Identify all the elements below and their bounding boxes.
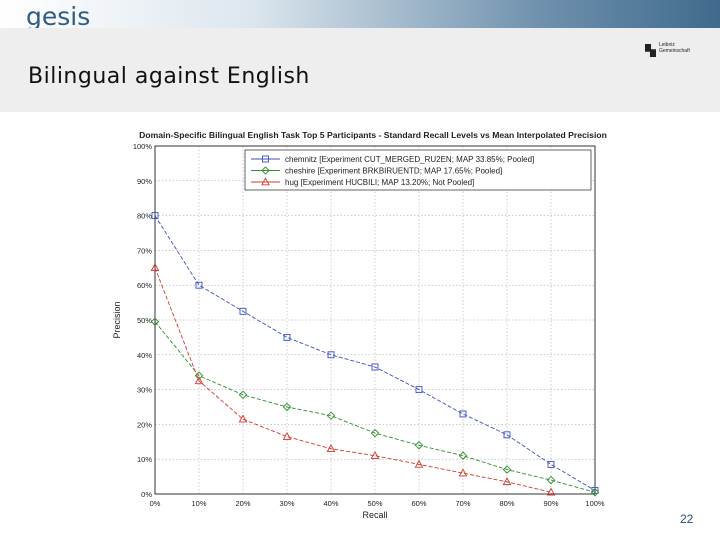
data-point-cheshire xyxy=(546,475,556,485)
x-tick-label: 40% xyxy=(323,499,338,508)
data-point-chemnitz xyxy=(151,212,159,220)
y-tick-label: 30% xyxy=(137,386,152,395)
series-line-chemnitz xyxy=(154,215,596,491)
series-line-hug xyxy=(154,267,552,493)
data-point-hug xyxy=(546,487,556,496)
leibniz-logo-text: Leibniz Gemeinschaft xyxy=(659,42,690,54)
data-point-chemnitz xyxy=(503,431,511,439)
slide-title: Bilingual against English xyxy=(28,64,310,89)
data-point-cheshire xyxy=(458,451,468,460)
data-point-chemnitz xyxy=(327,351,335,359)
series-line-cheshire xyxy=(154,321,596,493)
x-axis-label: Recall xyxy=(362,510,387,520)
legend-marker-chemnitz xyxy=(262,155,269,163)
x-tick-label: 50% xyxy=(367,499,382,508)
data-point-cheshire xyxy=(590,488,600,497)
data-point-chemnitz xyxy=(459,410,467,418)
data-point-hug xyxy=(502,477,512,486)
data-point-chemnitz xyxy=(283,333,291,341)
data-point-hug xyxy=(458,468,468,477)
data-point-cheshire xyxy=(238,390,248,400)
x-tick-label: 80% xyxy=(499,499,514,508)
leibniz-logo: Leibniz Gemeinschaft xyxy=(645,42,695,62)
data-point-chemnitz xyxy=(239,307,247,315)
legend-label-chemnitz: chemnitz [Experiment CUT_MERGED_RU2EN; M… xyxy=(285,155,534,164)
data-point-cheshire xyxy=(502,465,512,474)
data-point-chemnitz xyxy=(371,363,379,371)
leibniz-logo-line-1: Leibniz xyxy=(659,42,675,48)
x-tick-label: 20% xyxy=(235,499,250,508)
y-axis-label: Precision xyxy=(112,301,122,338)
y-tick-label: 70% xyxy=(137,246,152,255)
data-point-cheshire xyxy=(282,402,292,412)
data-point-hug xyxy=(370,450,380,459)
y-tick-label: 0% xyxy=(141,490,152,499)
x-tick-label: 70% xyxy=(455,499,470,508)
y-tick-label: 80% xyxy=(137,212,152,221)
plot-frame xyxy=(154,145,596,495)
axis-ticks: 0% 10% 20% 30% 40% 50% 60% 70% 80% 90% 100% 0% 10% 20… xyxy=(133,142,605,508)
data-point-cheshire xyxy=(326,411,336,420)
y-tick-label: 90% xyxy=(137,177,152,186)
legend-label-cheshire: cheshire [Experiment BRKBIRUENTD; MAP 17… xyxy=(285,167,502,176)
legend-marker-cheshire xyxy=(261,166,270,175)
y-tick-label: 10% xyxy=(137,455,152,464)
title-band xyxy=(0,28,720,112)
leibniz-logo-line-2: Gemeinschaft xyxy=(659,48,690,54)
legend-box xyxy=(244,149,592,191)
y-tick-label: 20% xyxy=(137,420,152,429)
x-tick-label: 90% xyxy=(543,499,558,508)
data-point-chemnitz xyxy=(591,487,599,494)
header-band xyxy=(0,0,720,28)
y-tick-label: 40% xyxy=(137,351,152,360)
y-tick-label: 50% xyxy=(137,316,152,325)
x-tick-label: 0% xyxy=(150,499,161,508)
data-point-chemnitz xyxy=(195,281,203,289)
data-point-hug xyxy=(282,431,292,440)
x-tick-label: 60% xyxy=(411,499,426,508)
x-tick-label: 100% xyxy=(585,499,605,508)
data-point-hug xyxy=(194,376,204,385)
data-point-cheshire xyxy=(370,428,380,438)
x-tick-label: 10% xyxy=(191,499,206,508)
gesis-logo: gesis xyxy=(26,2,91,31)
data-point-chemnitz xyxy=(415,386,423,394)
data-point-cheshire xyxy=(414,441,424,450)
page-number: 22 xyxy=(680,512,694,526)
data-point-hug xyxy=(150,263,160,272)
data-point-chemnitz xyxy=(547,460,555,468)
data-point-hug xyxy=(414,459,424,468)
y-tick-label: 100% xyxy=(133,142,153,151)
legend-marker-hug xyxy=(261,177,270,186)
grid xyxy=(155,146,595,494)
leibniz-mark-icon xyxy=(645,44,656,57)
data-point-hug xyxy=(326,444,336,453)
data-point-cheshire xyxy=(150,317,160,326)
legend: chemnitz [Experiment CUT_MERGED_RU2EN; M… xyxy=(244,149,592,191)
series-lines xyxy=(150,212,600,497)
precision-recall-chart: Domain-Specific Bilingual English Task T… xyxy=(112,130,607,520)
y-tick-label: 60% xyxy=(137,281,152,290)
data-point-hug xyxy=(238,414,248,423)
chart-title: Domain-Specific Bilingual English Task T… xyxy=(139,130,607,140)
x-tick-label: 30% xyxy=(279,499,294,508)
legend-label-hug: hug [Experiment HUCBILI; MAP 13.20%; Not… xyxy=(285,178,474,187)
